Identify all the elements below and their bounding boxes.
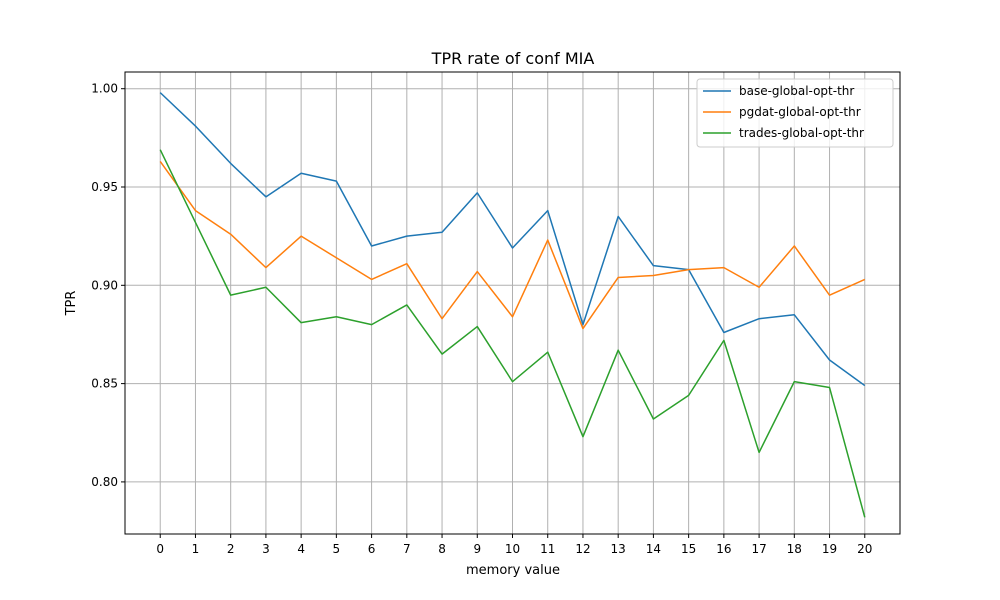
y-tick-label: 0.80 xyxy=(91,475,118,489)
chart-title: TPR rate of conf MIA xyxy=(431,49,595,68)
legend-label: pgdat-global-opt-thr xyxy=(739,105,861,119)
x-tick-label: 0 xyxy=(156,542,164,556)
series-line-pgdat-global-opt-thr xyxy=(159,161,866,330)
legend: base-global-opt-thr pgdat-global-opt-thr t… xyxy=(696,78,894,148)
y-tick-label: 0.90 xyxy=(91,278,118,292)
x-tick-label: 15 xyxy=(681,542,696,556)
x-tick-label: 5 xyxy=(333,542,341,556)
x-tick-label: 12 xyxy=(575,542,590,556)
x-tick-label: 11 xyxy=(540,542,555,556)
x-tick-label: 19 xyxy=(822,542,837,556)
x-tick-label: 1 xyxy=(192,542,200,556)
x-tick-label: 16 xyxy=(716,542,731,556)
x-tick-label: 13 xyxy=(611,542,626,556)
x-axis-label: memory value xyxy=(466,563,560,578)
x-tick-label: 9 xyxy=(473,542,481,556)
y-axis-label: TPR xyxy=(64,291,79,317)
x-tick-label: 3 xyxy=(262,542,270,556)
x-tick-label: 18 xyxy=(787,542,802,556)
x-axis-ticks: 0 1 2 3 4 5 6 7 8 9 10 11 12 13 14 15 16 17 18 19 20 xyxy=(156,534,872,556)
series-lines xyxy=(159,92,866,518)
x-tick-label: 14 xyxy=(646,542,661,556)
legend-label: trades-global-opt-thr xyxy=(739,126,864,140)
y-tick-label: 0.95 xyxy=(91,180,118,194)
x-tick-label: 2 xyxy=(227,542,235,556)
legend-label: base-global-opt-thr xyxy=(739,84,854,98)
x-tick-label: 8 xyxy=(438,542,446,556)
x-tick-label: 17 xyxy=(751,542,766,556)
x-tick-label: 4 xyxy=(297,542,305,556)
series-line-trades-global-opt-thr xyxy=(159,149,866,518)
x-tick-label: 20 xyxy=(857,542,872,556)
x-tick-label: 7 xyxy=(403,542,411,556)
series-line-base-global-opt-thr xyxy=(159,92,866,387)
x-tick-label: 6 xyxy=(368,542,376,556)
y-tick-label: 0.85 xyxy=(91,377,118,391)
x-tick-label: 10 xyxy=(505,542,520,556)
y-tick-label: 1.00 xyxy=(91,82,118,96)
y-axis-ticks: 0.80 0.85 0.90 0.95 1.00 xyxy=(91,82,125,489)
legend-box xyxy=(696,78,894,148)
